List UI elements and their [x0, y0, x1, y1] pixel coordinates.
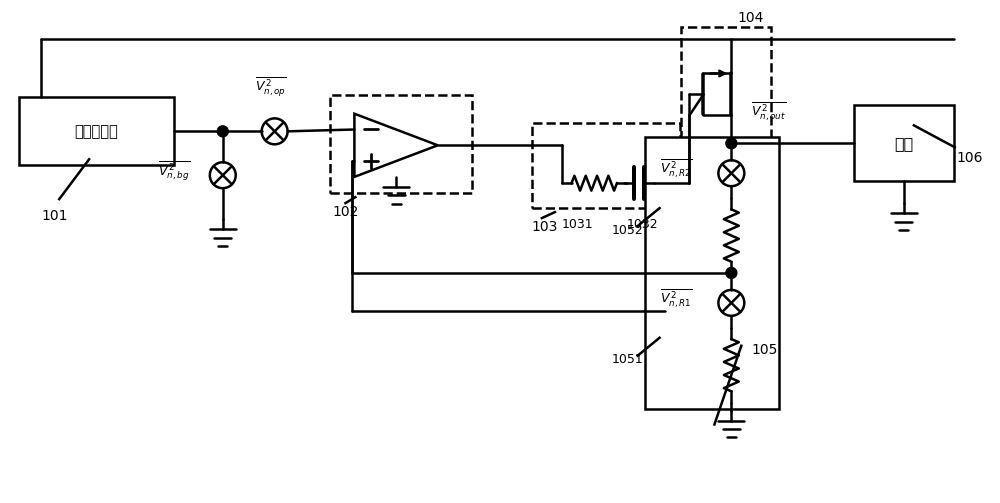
FancyBboxPatch shape	[19, 98, 174, 165]
Text: $\overline{V_{n,out}^{\,2}}$: $\overline{V_{n,out}^{\,2}}$	[751, 100, 787, 123]
Text: 106: 106	[957, 151, 983, 165]
Text: $\overline{V_{n,bg}^{\,2}}$: $\overline{V_{n,bg}^{\,2}}$	[158, 159, 190, 183]
Text: 102: 102	[332, 205, 359, 219]
Circle shape	[217, 126, 228, 137]
Text: 101: 101	[41, 209, 68, 223]
Text: 1031: 1031	[562, 218, 593, 231]
Text: 104: 104	[737, 11, 764, 25]
Text: 参考电压源: 参考电压源	[75, 124, 118, 139]
Text: 105: 105	[751, 343, 778, 357]
Text: 1051: 1051	[612, 353, 643, 366]
Text: $\overline{V_{n,R1}^{\,2}}$: $\overline{V_{n,R1}^{\,2}}$	[660, 288, 692, 310]
FancyBboxPatch shape	[854, 106, 954, 181]
Text: 1032: 1032	[627, 218, 658, 231]
FancyBboxPatch shape	[645, 137, 779, 408]
Circle shape	[726, 268, 737, 279]
Text: 负载: 负载	[894, 136, 914, 151]
Text: $\overline{V_{n,R2}^{\,2}}$: $\overline{V_{n,R2}^{\,2}}$	[660, 158, 692, 181]
Text: $\overline{V_{n,op}^{\,2}}$: $\overline{V_{n,op}^{\,2}}$	[255, 76, 287, 100]
Text: 103: 103	[532, 220, 558, 234]
Circle shape	[726, 138, 737, 149]
Text: 1052: 1052	[612, 223, 643, 236]
